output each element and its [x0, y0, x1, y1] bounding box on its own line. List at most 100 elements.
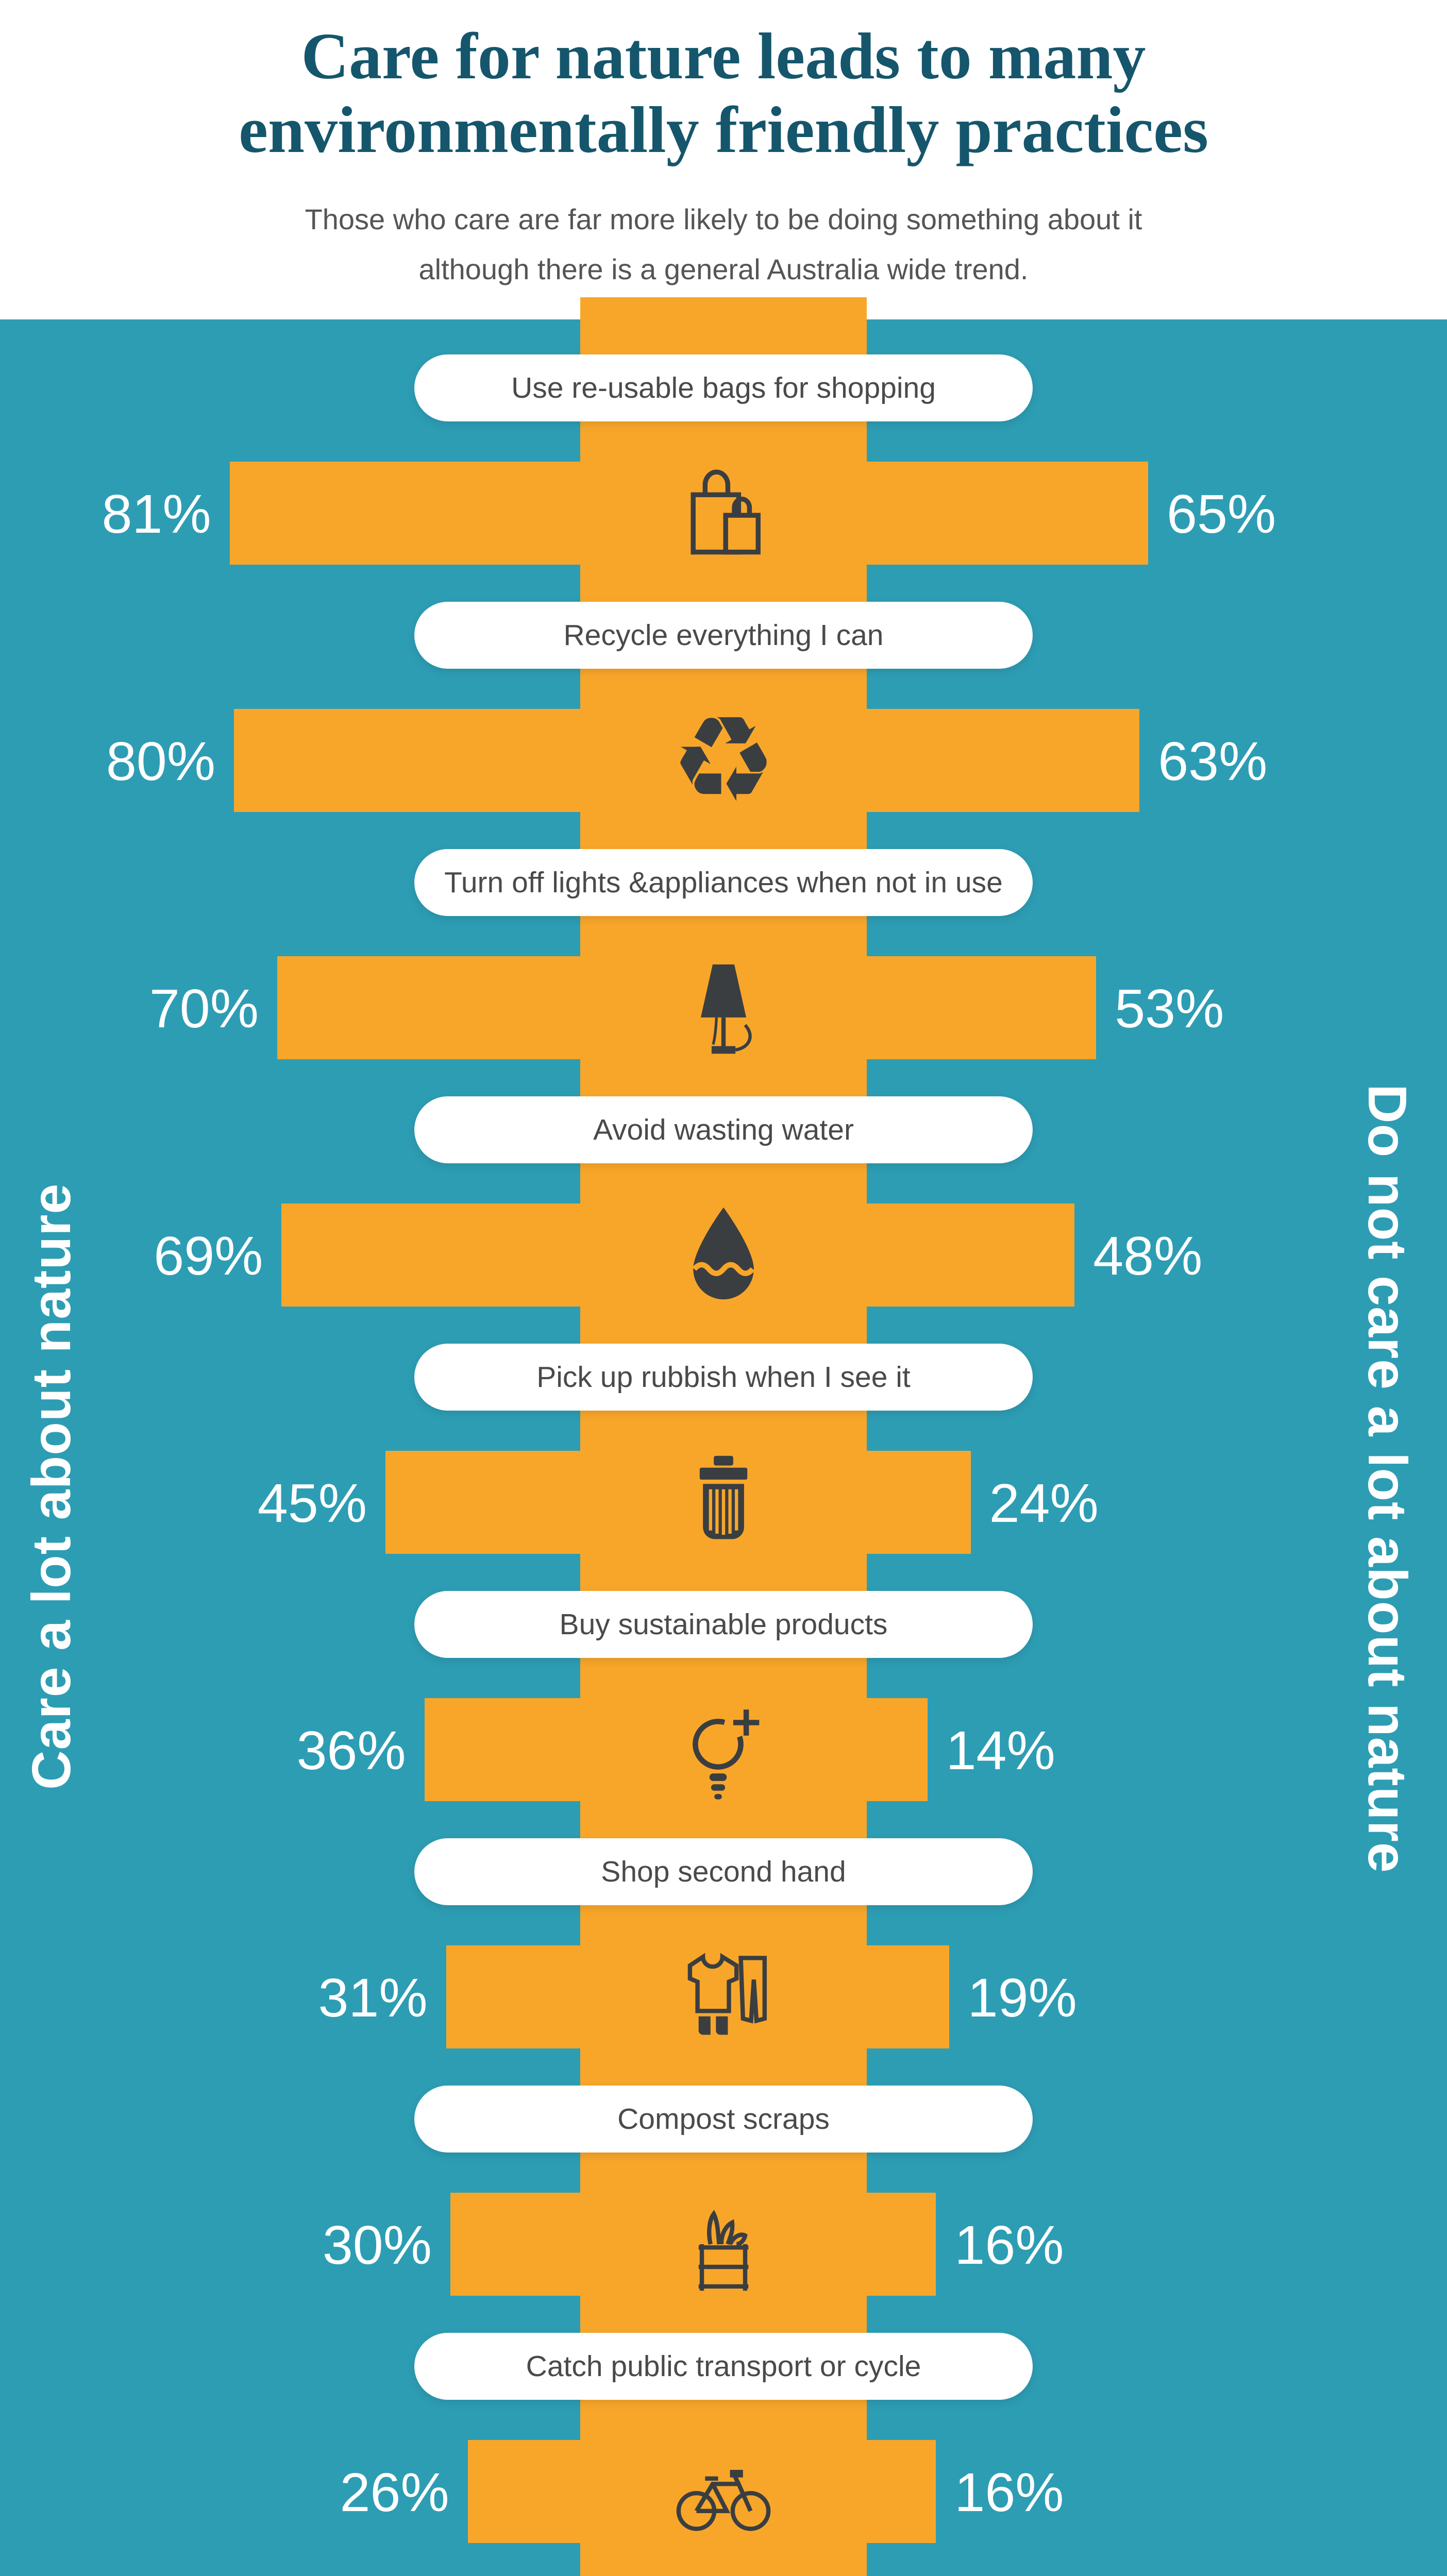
- care-bar: 45%: [258, 1451, 582, 1554]
- page-subtitle-line1: Those who care are far more likely to be…: [305, 202, 1142, 235]
- practice-icon-box: [669, 1201, 778, 1309]
- practice-label: Turn off lights &appliances when not in …: [444, 866, 1003, 899]
- not-care-bar: 19%: [865, 1945, 1077, 2048]
- care-bar: 69%: [154, 1204, 582, 1307]
- practice-row: Pick up rubbish when I see it 45% 24%: [0, 1344, 1447, 1591]
- practice-label-pill: Shop second hand: [414, 1838, 1033, 1905]
- care-value-label: 30%: [322, 2215, 432, 2276]
- care-value-label: 26%: [340, 2462, 449, 2523]
- practice-label: Compost scraps: [617, 2103, 830, 2136]
- care-bar: 36%: [296, 1698, 582, 1801]
- not-care-bar: 53%: [865, 956, 1224, 1059]
- practice-label: Shop second hand: [601, 1855, 846, 1888]
- not-care-value-label: 19%: [967, 1968, 1077, 2028]
- care-bar: 30%: [323, 2193, 582, 2296]
- trash-bin-icon: [669, 1448, 778, 1556]
- care-bar: 80%: [106, 709, 582, 812]
- recycle-icon: ♻: [670, 691, 777, 829]
- practice-row: Shop second hand 31% 19%: [0, 1838, 1447, 2086]
- bicycle-icon: [669, 2437, 778, 2546]
- practice-row: Compost scraps 30% 16%: [0, 2086, 1447, 2333]
- practice-icon-box: [669, 2437, 778, 2546]
- bar-row: 31% 19%: [0, 1945, 1447, 2048]
- care-value-label: 80%: [106, 731, 215, 792]
- care-value-label: 70%: [149, 978, 259, 1039]
- practice-label: Recycle everything I can: [563, 619, 884, 652]
- practice-row: Use re-usable bags for shopping 81% 65%: [0, 354, 1447, 602]
- page-subtitle-line2: although there is a general Australia wi…: [418, 253, 1029, 286]
- practice-icon-box: [669, 1943, 778, 2051]
- practice-label-pill: Catch public transport or cycle: [414, 2333, 1033, 2400]
- not-care-value-label: 48%: [1093, 1226, 1203, 1286]
- practice-label-pill: Turn off lights &appliances when not in …: [414, 849, 1033, 916]
- care-value-label: 31%: [318, 1968, 428, 2028]
- practice-icon-box: [669, 2190, 778, 2298]
- practice-row: Turn off lights &appliances when not in …: [0, 849, 1447, 1096]
- practice-label: Buy sustainable products: [559, 1608, 888, 1641]
- lamp-icon: [669, 954, 778, 1062]
- bar-row: 36% 14%: [0, 1698, 1447, 1801]
- bar-row: 80% 63% ♻: [0, 691, 1447, 829]
- care-bar: 70%: [149, 956, 582, 1059]
- practice-label: Avoid wasting water: [593, 1113, 854, 1146]
- care-value-label: 45%: [257, 1473, 367, 1534]
- shopping-bags-icon: [669, 459, 778, 567]
- page-subtitle: Those who care are far more likely to be…: [0, 194, 1447, 295]
- practice-icon-box: ♻: [669, 691, 778, 829]
- not-care-value-label: 16%: [954, 2215, 1064, 2276]
- page-title: Care for nature leads to many environmen…: [0, 20, 1447, 167]
- water-drop-icon: [669, 1201, 778, 1309]
- practice-label: Pick up rubbish when I see it: [536, 1361, 911, 1394]
- center-column: [580, 297, 867, 2576]
- not-care-value-label: 14%: [946, 1720, 1055, 1781]
- practice-label: Catch public transport or cycle: [526, 2350, 921, 2383]
- practice-icon-box: [669, 1448, 778, 1556]
- page-title-line2: environmentally friendly practices: [239, 93, 1208, 167]
- practice-label-pill: Compost scraps: [414, 2086, 1033, 2153]
- bar-row: 81% 65%: [0, 462, 1447, 565]
- practice-label-pill: Buy sustainable products: [414, 1591, 1033, 1658]
- not-care-bar: 14%: [865, 1698, 1055, 1801]
- not-care-bar: 65%: [865, 462, 1276, 565]
- practice-label-pill: Pick up rubbish when I see it: [414, 1344, 1033, 1411]
- care-value-label: 69%: [154, 1226, 263, 1286]
- bar-row: 30% 16%: [0, 2193, 1447, 2296]
- bar-row: 69% 48%: [0, 1204, 1447, 1307]
- clothes-icon: [669, 1943, 778, 2051]
- bar-row: 70% 53%: [0, 956, 1447, 1059]
- practice-icon-box: [669, 1696, 778, 1804]
- practice-row: Buy sustainable products 36% 14%: [0, 1591, 1447, 1838]
- right-group-label: Do not care a lot about nature: [1357, 1084, 1418, 1873]
- not-care-bar: 16%: [865, 2440, 1064, 2543]
- not-care-bar: 63%: [865, 709, 1267, 812]
- care-bar: 81%: [102, 462, 582, 565]
- care-value-label: 36%: [296, 1720, 406, 1781]
- practice-label: Use re-usable bags for shopping: [511, 371, 936, 404]
- practice-icon-box: [669, 459, 778, 567]
- compost-crate-icon: [669, 2190, 778, 2298]
- care-bar: 31%: [318, 1945, 582, 2048]
- header: Care for nature leads to many environmen…: [0, 0, 1447, 319]
- practice-icon-box: [669, 954, 778, 1062]
- bulb-plus-icon: [669, 1696, 778, 1804]
- practice-label-pill: Use re-usable bags for shopping: [414, 354, 1033, 421]
- practice-row: Catch public transport or cycle 26% 16%: [0, 2333, 1447, 2576]
- bar-row: 45% 24%: [0, 1451, 1447, 1554]
- page-title-line1: Care for nature leads to many: [301, 20, 1146, 93]
- rows-container: Use re-usable bags for shopping 81% 65% …: [0, 319, 1447, 2576]
- practice-row: Avoid wasting water 69% 48%: [0, 1096, 1447, 1344]
- not-care-bar: 16%: [865, 2193, 1064, 2296]
- not-care-bar: 48%: [865, 1204, 1202, 1307]
- not-care-value-label: 53%: [1115, 978, 1224, 1039]
- not-care-value-label: 65%: [1167, 484, 1276, 545]
- care-bar: 26%: [340, 2440, 582, 2543]
- care-value-label: 81%: [102, 484, 211, 545]
- practice-label-pill: Avoid wasting water: [414, 1096, 1033, 1163]
- not-care-value-label: 16%: [954, 2462, 1064, 2523]
- practice-label-pill: Recycle everything I can: [414, 602, 1033, 669]
- not-care-value-label: 63%: [1158, 731, 1268, 792]
- bar-row: 26% 16%: [0, 2440, 1447, 2543]
- not-care-bar: 24%: [865, 1451, 1099, 1554]
- practice-row: Recycle everything I can 80% 63% ♻: [0, 602, 1447, 849]
